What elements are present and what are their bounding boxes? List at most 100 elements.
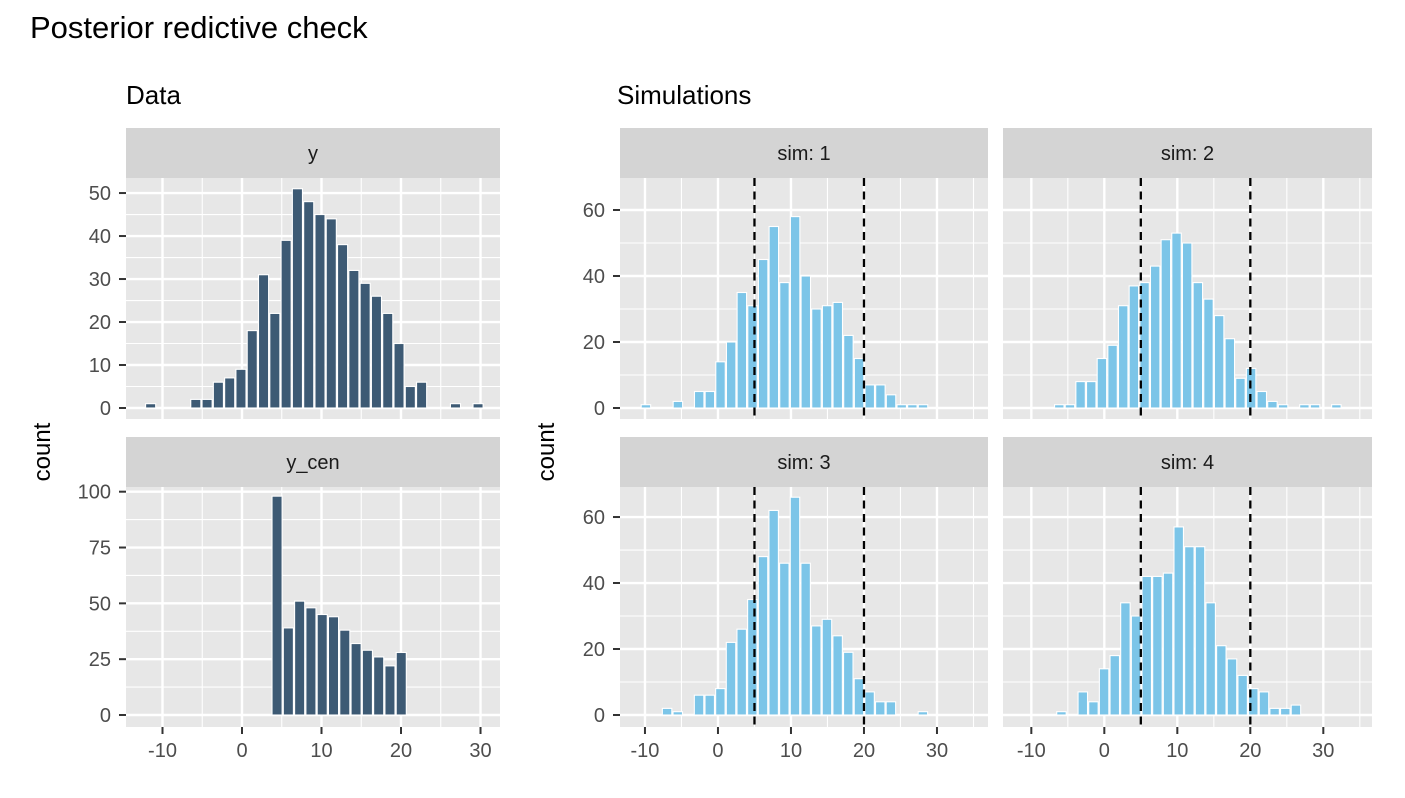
histogram-bar — [1085, 381, 1097, 409]
histogram-bar — [832, 301, 844, 409]
histogram-bar — [224, 377, 236, 409]
histogram-bar — [282, 627, 294, 716]
x-tick-label: -10 — [1017, 740, 1046, 762]
facet-strip-label-y_cen: y_cen — [286, 452, 339, 474]
histogram-bar — [875, 384, 886, 409]
histogram-bar — [757, 258, 769, 409]
histogram-bar — [382, 312, 394, 409]
histogram-bar — [1117, 305, 1129, 409]
histogram-bar — [1216, 645, 1227, 716]
histogram-bar — [725, 341, 737, 409]
histogram-bar — [843, 334, 854, 409]
y-tick-label: 20 — [583, 332, 605, 354]
histogram-bar — [314, 213, 326, 409]
histogram-bar — [361, 649, 373, 716]
histogram-bar — [1054, 404, 1065, 409]
histogram-bar — [1160, 239, 1172, 409]
histogram-bar — [201, 398, 213, 409]
x-tick-label: 0 — [1099, 740, 1110, 762]
histogram-bar — [811, 308, 822, 409]
histogram-bar — [853, 678, 865, 716]
plot-title: Posterior redictive check — [30, 10, 368, 45]
histogram-bar — [325, 218, 337, 409]
histogram-bar — [294, 600, 306, 716]
x-tick-label: 20 — [1239, 740, 1261, 762]
histogram-bar — [1290, 704, 1302, 716]
histogram-bar — [269, 312, 281, 409]
histogram-bar — [885, 701, 897, 716]
histogram-bar — [190, 398, 202, 409]
histogram-bar — [1152, 575, 1163, 716]
x-tick-label: 30 — [1312, 740, 1334, 762]
histogram-bar — [1088, 701, 1099, 716]
histogram-bar — [853, 357, 865, 409]
histogram-bar — [693, 694, 705, 716]
histogram-bar — [747, 305, 758, 409]
histogram-bar — [1184, 546, 1195, 716]
y-tick-label: 40 — [583, 573, 605, 595]
y-tick-label: 100 — [78, 482, 111, 504]
histogram-bar — [704, 694, 715, 716]
x-tick-label: 0 — [236, 740, 247, 762]
histogram-bar — [1213, 315, 1225, 409]
y-tick-label: 50 — [89, 593, 111, 615]
histogram-bar — [736, 628, 747, 716]
histogram-bar — [1181, 242, 1193, 409]
histogram-bar — [336, 244, 349, 409]
histogram-bar — [1173, 526, 1184, 716]
histogram-bar — [640, 404, 652, 409]
histogram-bar — [404, 385, 416, 409]
histogram-bar — [736, 291, 748, 409]
panel-content-sim4 — [1003, 487, 1372, 727]
histogram-bar — [339, 629, 351, 716]
histogram-bar — [800, 275, 812, 409]
facet-strip-y_cen — [126, 437, 500, 487]
y-tick-label: 10 — [89, 355, 111, 377]
panel-content-sim3 — [620, 487, 988, 727]
histogram-bar — [350, 642, 362, 716]
facet-strip-sim2 — [1003, 128, 1372, 178]
y-tick-label: 20 — [89, 312, 111, 334]
histogram-bar — [1309, 404, 1321, 409]
histogram-bar — [789, 496, 801, 716]
histogram-bar — [757, 556, 769, 716]
y-tick-label: 30 — [89, 269, 111, 291]
histogram-bar — [303, 201, 315, 409]
histogram-bar — [715, 688, 726, 716]
histogram-bar — [384, 665, 396, 716]
histogram-bar — [1056, 711, 1067, 716]
histogram-bar — [693, 390, 705, 409]
histogram-bar — [1224, 338, 1236, 409]
histogram-bar — [1075, 381, 1086, 409]
histogram-bar — [747, 598, 758, 716]
histogram-bar — [811, 625, 822, 716]
histogram-bar — [1149, 265, 1161, 409]
histogram-bar — [395, 651, 407, 716]
histogram-bar — [370, 295, 383, 409]
histogram-bar — [917, 711, 929, 716]
panel-content-sim2 — [1003, 178, 1372, 419]
histogram-bar — [1237, 674, 1248, 716]
histogram-bar — [1128, 285, 1140, 409]
facet-strip-label-sim1: sim: 1 — [777, 143, 830, 165]
y-tick-label: 50 — [89, 183, 111, 205]
histogram-bar — [291, 188, 304, 409]
histogram-bar — [257, 274, 270, 409]
histogram-bar — [235, 368, 247, 409]
histogram-bar — [1280, 707, 1291, 716]
facet-strip-sim1 — [620, 128, 988, 178]
histogram-bar — [1235, 377, 1246, 409]
histogram-bar — [271, 495, 283, 716]
facet-strip-label-sim3: sim: 3 — [777, 452, 830, 474]
x-tick-label: 30 — [469, 740, 491, 762]
histogram-bar — [768, 225, 780, 409]
histogram-bar — [672, 711, 684, 716]
facet-strip-label-sim4: sim: 4 — [1161, 452, 1214, 474]
histogram-bar — [789, 216, 801, 409]
histogram-bar — [1256, 390, 1268, 409]
histogram-bar — [1277, 404, 1289, 409]
x-tick-label: -10 — [148, 740, 177, 762]
histogram-bar — [1064, 404, 1076, 409]
histogram-bar — [1205, 602, 1216, 716]
y-tick-label: 0 — [100, 398, 111, 420]
